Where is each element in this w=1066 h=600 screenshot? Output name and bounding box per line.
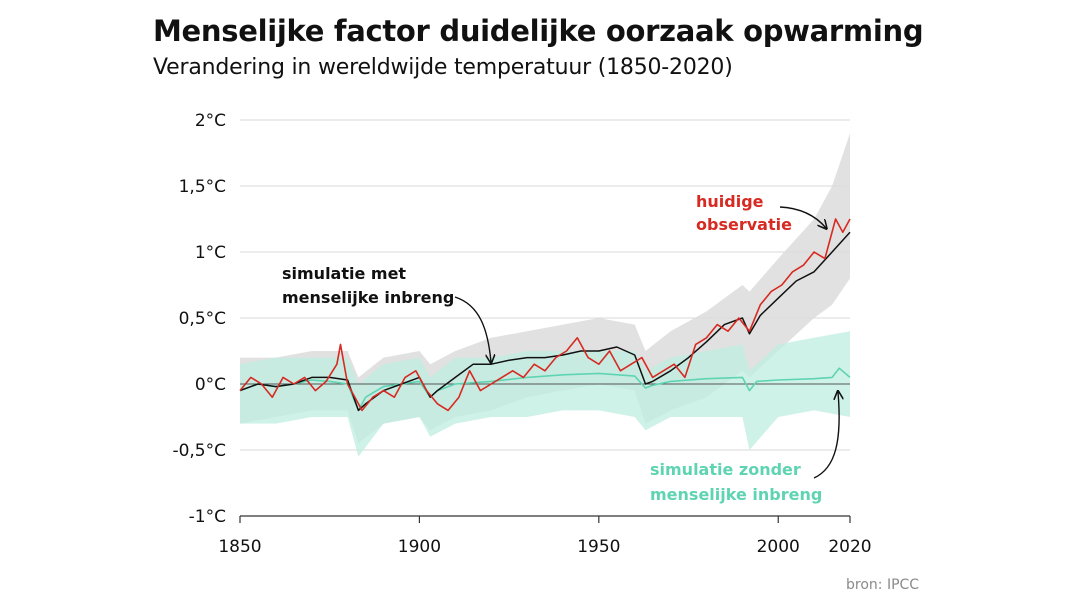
y-tick-label: 0,5°C	[179, 309, 226, 329]
y-tick-label: 1,5°C	[179, 177, 226, 197]
annotation-observed-arrow	[779, 206, 826, 228]
y-tick-label: -0,5°C	[172, 441, 226, 461]
y-tick-label: -1°C	[189, 507, 226, 527]
annotation-human-arrow	[454, 296, 491, 362]
annotation-human: simulatie met menselijke inbreng	[282, 264, 491, 362]
annotation-natural-line-1: simulatie zonder	[650, 460, 801, 479]
line-observed	[239, 218, 851, 412]
x-tick-label: 1950	[577, 537, 620, 557]
source-credit: bron: IPCC	[846, 577, 920, 593]
chart-subtitle: Verandering in wereldwijde temperatuur (…	[153, 55, 733, 80]
line-natural-simulation	[239, 367, 851, 412]
x-tick-label: 1900	[398, 537, 441, 557]
x-tick-label: 2000	[757, 537, 800, 557]
band-natural-only	[240, 331, 850, 457]
x-tick-label: 1850	[218, 537, 261, 557]
annotation-observed: huidige observatie	[696, 192, 826, 234]
y-tick-label: 1°C	[195, 243, 226, 263]
annotation-natural-line-2: menselijke inbreng	[650, 485, 822, 504]
annotation-human-line-2: menselijke inbreng	[282, 288, 454, 307]
chart-title: Menselijke factor duidelijke oorzaak opw…	[153, 14, 924, 48]
annotation-observed-line-1: huidige	[696, 192, 764, 211]
annotation-human-line-1: simulatie met	[282, 264, 406, 283]
axes: 2°C 1,5°C 1°C 0,5°C 0°C -0,5°C -1°C 1850 1900 195…	[172, 111, 871, 557]
annotation-natural-arrow	[813, 392, 839, 479]
y-tick-label: 0°C	[195, 375, 226, 395]
y-tick-label: 2°C	[195, 111, 226, 131]
annotation-observed-line-2: observatie	[696, 215, 792, 234]
series-lines	[239, 218, 851, 412]
uncertainty-bands	[240, 133, 850, 457]
annotation-natural: simulatie zonder menselijke inbreng	[650, 392, 839, 504]
x-tick-label: 2020	[828, 537, 871, 557]
